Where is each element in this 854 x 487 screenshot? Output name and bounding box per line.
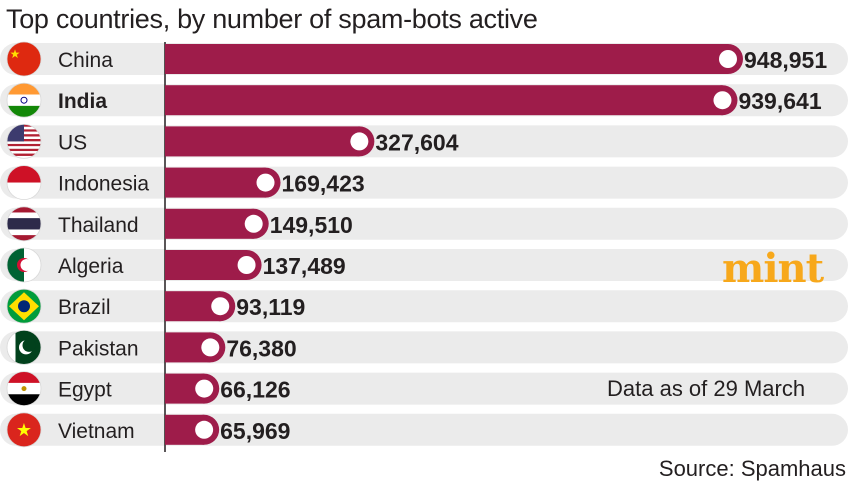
category-label: Egypt — [58, 379, 112, 402]
value-label: 169,423 — [282, 171, 365, 197]
bar — [165, 126, 360, 157]
category-label: Algeria — [58, 255, 124, 278]
bar-end-dot — [244, 214, 263, 233]
us-flag-icon — [6, 123, 42, 159]
value-label: 948,951 — [744, 47, 827, 73]
value-label: 149,510 — [270, 212, 353, 238]
egypt-flag-icon — [6, 371, 42, 407]
bar-end-dot — [719, 50, 737, 68]
vietnam-flag-icon: ★ — [6, 412, 42, 448]
bar-end-dot — [256, 173, 275, 192]
value-label: 939,641 — [738, 88, 821, 114]
category-label: Pakistan — [58, 337, 139, 360]
chart-title: Top countries, by number of spam-bots ac… — [6, 4, 538, 34]
pakistan-flag-icon — [6, 329, 42, 365]
value-label: 65,969 — [220, 418, 290, 444]
bar-end-dot — [211, 297, 230, 316]
category-label: Indonesia — [58, 173, 149, 196]
category-label: Brazil — [58, 296, 111, 319]
value-label: 93,119 — [236, 294, 305, 320]
bar-end-dot — [237, 256, 256, 274]
row-band — [0, 249, 848, 281]
category-label: Thailand — [58, 214, 139, 237]
row-band — [0, 290, 848, 323]
svg-text:★: ★ — [16, 420, 32, 440]
india-flag-icon — [6, 82, 42, 118]
indonesia-flag-icon — [6, 165, 42, 201]
bar — [165, 44, 728, 74]
value-label: 66,126 — [220, 377, 290, 403]
bar-end-dot — [201, 338, 220, 357]
category-label: China — [58, 49, 113, 72]
category-label: India — [58, 90, 107, 113]
data-date-note: Data as of 29 March — [607, 376, 806, 401]
bar — [165, 167, 266, 198]
bar-end-dot — [713, 91, 732, 110]
bar-end-dot — [350, 132, 369, 151]
thailand-flag-icon — [6, 206, 42, 242]
category-label: US — [58, 131, 87, 154]
bar-end-dot — [195, 420, 214, 439]
value-label: 327,604 — [375, 129, 458, 155]
algeria-flag-icon — [6, 247, 42, 283]
value-label: 76,380 — [226, 335, 296, 361]
bar-end-dot — [195, 379, 214, 398]
svg-text:★: ★ — [10, 47, 21, 61]
bar — [165, 85, 723, 116]
brazil-flag-icon — [6, 288, 42, 324]
value-label: 137,489 — [263, 253, 346, 279]
source-credit: Source: Spamhaus — [658, 456, 846, 481]
china-flag-icon: ★ — [6, 41, 42, 77]
category-label: Vietnam — [58, 420, 135, 443]
mint-logo: mint — [722, 245, 824, 292]
